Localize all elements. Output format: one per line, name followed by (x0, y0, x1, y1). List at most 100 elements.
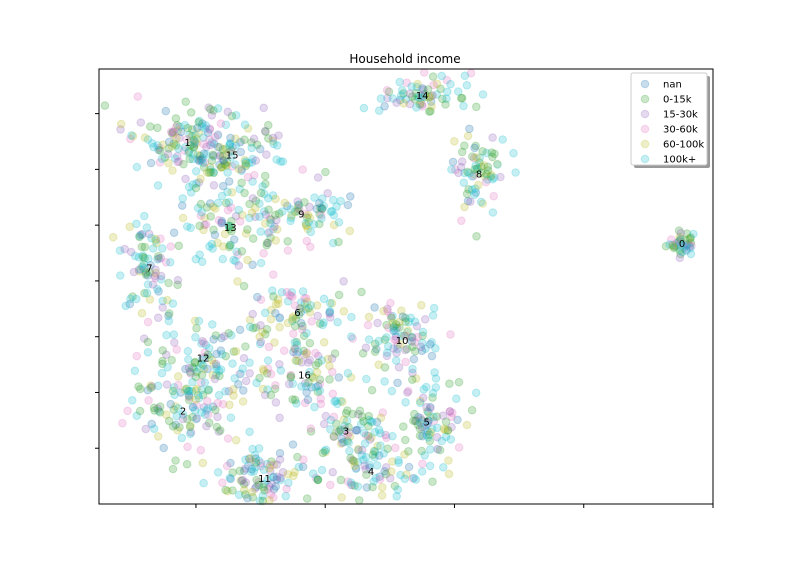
data-point (198, 158, 208, 167)
data-point (228, 486, 237, 495)
data-point (145, 268, 155, 277)
data-point (220, 229, 230, 239)
data-point (169, 405, 178, 414)
data-point (146, 260, 155, 270)
data-point (417, 446, 427, 456)
data-point (221, 387, 230, 396)
data-point (308, 469, 318, 478)
data-point (271, 299, 281, 309)
data-point (683, 235, 693, 244)
data-point (354, 445, 363, 455)
data-point (390, 481, 400, 491)
data-point (470, 143, 479, 153)
data-point (676, 249, 685, 259)
data-point (286, 205, 296, 214)
data-point (486, 172, 496, 181)
data-point (243, 493, 252, 503)
data-point (136, 384, 145, 394)
data-point (299, 346, 308, 356)
data-point (388, 311, 397, 321)
data-point (278, 207, 287, 216)
data-point (243, 255, 252, 265)
data-point (224, 328, 233, 338)
data-point (367, 433, 376, 442)
data-point (209, 152, 218, 161)
data-point (404, 462, 414, 472)
data-point (347, 480, 357, 490)
data-point (408, 364, 417, 374)
data-point (164, 144, 173, 153)
data-point (237, 178, 246, 188)
data-point (290, 395, 300, 405)
data-point (415, 431, 425, 441)
data-point (204, 168, 214, 177)
data-point (370, 339, 380, 349)
data-point (229, 255, 238, 265)
data-point (488, 133, 497, 142)
data-point (224, 386, 234, 396)
data-point (260, 126, 270, 136)
data-point (299, 331, 309, 341)
data-point (427, 91, 436, 101)
data-point (218, 478, 227, 488)
data-point (680, 243, 689, 253)
data-point (362, 483, 372, 492)
data-point (292, 349, 301, 359)
data-point (184, 148, 193, 158)
data-point (184, 390, 193, 400)
data-point (231, 435, 241, 445)
data-point (272, 155, 281, 164)
chart-title: Household income (349, 52, 460, 66)
data-point (390, 335, 399, 345)
data-point (464, 185, 473, 194)
data-point (435, 445, 445, 455)
data-point (170, 390, 179, 400)
data-point (389, 344, 398, 353)
data-point (452, 394, 461, 404)
data-point (402, 344, 412, 354)
data-point (315, 386, 325, 396)
data-point (268, 133, 278, 143)
data-point (465, 124, 474, 134)
data-point (477, 162, 486, 171)
data-point (268, 286, 277, 295)
data-point (357, 287, 366, 297)
data-point (298, 321, 307, 331)
data-point (326, 415, 336, 425)
data-point (204, 418, 214, 428)
data-point (447, 422, 456, 432)
data-point (274, 209, 284, 218)
data-point (471, 388, 481, 398)
data-point (168, 166, 177, 175)
data-point (462, 189, 472, 199)
data-point (380, 102, 389, 111)
data-point (126, 247, 136, 257)
data-point (366, 417, 376, 426)
data-point (302, 348, 312, 357)
data-point (143, 348, 153, 357)
data-point (272, 460, 282, 469)
data-point (302, 213, 312, 222)
data-point (164, 311, 173, 321)
data-point (218, 152, 227, 161)
data-point (313, 387, 323, 397)
data-point (288, 292, 297, 302)
data-point (251, 482, 261, 492)
data-point (255, 332, 264, 342)
data-point (337, 434, 347, 444)
data-point (339, 307, 349, 316)
data-point (230, 374, 239, 383)
cluster-label: 2 (180, 406, 186, 417)
data-point (309, 373, 318, 383)
data-point (360, 461, 370, 470)
data-point (265, 482, 274, 491)
data-point (356, 419, 366, 429)
data-point (345, 432, 355, 441)
data-point (147, 233, 156, 243)
data-point (205, 125, 214, 134)
data-point (273, 295, 283, 304)
data-point (427, 102, 436, 111)
data-point (391, 356, 401, 365)
data-point (191, 395, 201, 404)
data-point (151, 234, 160, 244)
